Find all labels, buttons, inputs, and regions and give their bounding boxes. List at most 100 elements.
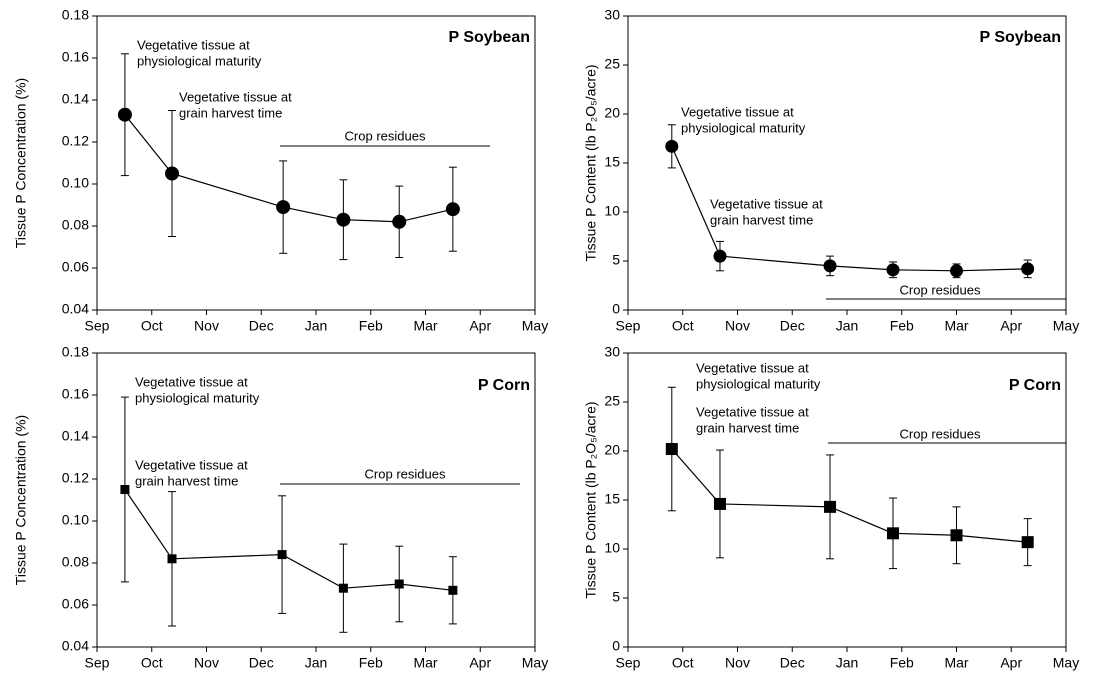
annotation: Vegetative tissue at bbox=[135, 457, 248, 472]
data-line bbox=[671, 448, 1028, 543]
x-tick-label: Dec bbox=[780, 318, 805, 334]
data-line bbox=[671, 146, 1028, 272]
x-tick-label: May bbox=[522, 655, 548, 671]
x-tick-label: May bbox=[522, 318, 548, 334]
annotation: Vegetative tissue at bbox=[681, 104, 794, 119]
x-tick-label: Sep bbox=[616, 655, 641, 671]
marker bbox=[665, 139, 679, 153]
x-tick-label: Feb bbox=[359, 655, 383, 671]
y-tick-label: 10 bbox=[604, 540, 620, 556]
y-tick-label: 25 bbox=[604, 393, 620, 409]
marker bbox=[445, 202, 460, 217]
annotation: Crop residues bbox=[900, 282, 981, 297]
marker bbox=[950, 529, 963, 542]
marker bbox=[665, 443, 678, 456]
y-tick-label: 0.18 bbox=[62, 7, 89, 23]
x-tick-label: Dec bbox=[249, 655, 274, 671]
x-tick-label: Sep bbox=[85, 655, 110, 671]
x-tick-label: Feb bbox=[890, 655, 914, 671]
marker bbox=[824, 500, 837, 513]
y-tick-label: 5 bbox=[612, 589, 620, 605]
x-tick-label: Dec bbox=[249, 318, 274, 334]
marker bbox=[448, 585, 458, 595]
annotation: physiological maturity bbox=[696, 376, 821, 391]
x-tick-label: Mar bbox=[944, 318, 968, 334]
y-tick-label: 0.18 bbox=[62, 344, 89, 360]
y-tick-label: 0.10 bbox=[62, 512, 89, 528]
marker bbox=[823, 259, 837, 273]
x-tick-label: Apr bbox=[1000, 318, 1022, 334]
y-tick-label: 0.04 bbox=[62, 638, 89, 654]
annotation: Vegetative tissue at bbox=[179, 89, 292, 104]
marker bbox=[886, 263, 900, 277]
y-tick-label: 5 bbox=[612, 252, 620, 268]
marker bbox=[392, 214, 407, 229]
x-tick-label: Nov bbox=[725, 655, 750, 671]
panel-title: P Soybean bbox=[979, 29, 1061, 46]
x-tick-label: Nov bbox=[725, 318, 750, 334]
x-tick-label: Jan bbox=[836, 318, 859, 334]
x-tick-label: Sep bbox=[85, 318, 110, 334]
marker bbox=[950, 264, 963, 278]
annotation: grain harvest time bbox=[179, 105, 282, 120]
x-tick-label: Mar bbox=[413, 655, 437, 671]
marker bbox=[338, 583, 348, 593]
panel-title: P Corn bbox=[478, 377, 530, 394]
marker bbox=[886, 527, 899, 540]
y-tick-label: 0.06 bbox=[62, 596, 89, 612]
y-tick-label: 0 bbox=[612, 301, 620, 317]
y-tick-label: 20 bbox=[604, 442, 620, 458]
x-tick-label: Sep bbox=[616, 318, 641, 334]
y-tick-label: 15 bbox=[604, 491, 620, 507]
marker bbox=[713, 249, 727, 263]
marker bbox=[276, 200, 291, 215]
x-tick-label: Feb bbox=[890, 318, 914, 334]
panel-title: P Soybean bbox=[448, 29, 530, 46]
marker bbox=[120, 485, 130, 494]
data-line bbox=[124, 114, 454, 223]
marker bbox=[277, 550, 287, 560]
x-tick-label: Nov bbox=[194, 318, 219, 334]
annotation: physiological maturity bbox=[137, 53, 262, 68]
x-tick-label: Oct bbox=[672, 318, 694, 334]
annotation: grain harvest time bbox=[710, 212, 813, 227]
y-tick-label: 0.08 bbox=[62, 554, 89, 570]
y-tick-label: 0.14 bbox=[62, 91, 89, 107]
marker bbox=[336, 212, 351, 227]
x-tick-label: Apr bbox=[1000, 655, 1022, 671]
plot-frame bbox=[627, 15, 1067, 311]
x-tick-label: Nov bbox=[194, 655, 219, 671]
marker bbox=[1021, 262, 1035, 276]
x-tick-label: Apr bbox=[469, 655, 491, 671]
x-tick-label: May bbox=[1053, 655, 1079, 671]
y-tick-label: 0.06 bbox=[62, 259, 89, 275]
y-tick-label: 10 bbox=[604, 203, 620, 219]
annotation: grain harvest time bbox=[135, 473, 238, 488]
x-tick-label: Mar bbox=[413, 318, 437, 334]
x-tick-label: Oct bbox=[141, 318, 163, 334]
y-tick-label: 0 bbox=[612, 638, 620, 654]
x-tick-label: May bbox=[1053, 318, 1079, 334]
marker bbox=[394, 579, 404, 589]
annotation: Vegetative tissue at bbox=[696, 360, 809, 375]
marker bbox=[1021, 536, 1034, 549]
annotation: physiological maturity bbox=[135, 390, 260, 405]
y-tick-label: 0.14 bbox=[62, 428, 89, 444]
x-tick-label: Oct bbox=[672, 655, 694, 671]
y-axis-label: Tissue P Content (lb P₂O₅/acre) bbox=[583, 64, 599, 261]
y-axis-label: Tissue P Content (lb P₂O₅/acre) bbox=[583, 401, 599, 598]
y-tick-label: 0.08 bbox=[62, 217, 89, 233]
x-tick-label: Apr bbox=[469, 318, 491, 334]
y-tick-label: 0.10 bbox=[62, 175, 89, 191]
annotation: Vegetative tissue at bbox=[710, 196, 823, 211]
annotation: Crop residues bbox=[900, 426, 981, 441]
x-tick-label: Jan bbox=[305, 318, 328, 334]
annotation: Crop residues bbox=[345, 128, 426, 143]
panel-title: P Corn bbox=[1009, 377, 1061, 394]
y-tick-label: 15 bbox=[604, 154, 620, 170]
x-tick-label: Mar bbox=[944, 655, 968, 671]
marker bbox=[117, 107, 132, 122]
x-tick-label: Dec bbox=[780, 655, 805, 671]
x-tick-label: Jan bbox=[836, 655, 859, 671]
